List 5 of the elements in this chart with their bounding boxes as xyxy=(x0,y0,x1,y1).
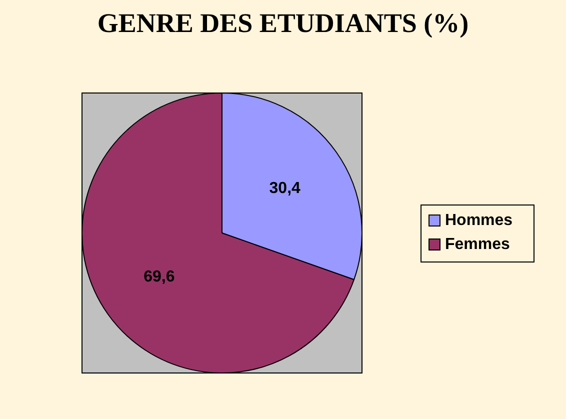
legend-label: Femmes xyxy=(445,236,510,253)
data-label: 30,4 xyxy=(269,180,301,197)
chart-title: GENRE DES ETUDIANTS (%) xyxy=(97,8,469,38)
data-label: 69,6 xyxy=(144,268,175,286)
legend-label: Hommes xyxy=(445,212,513,229)
